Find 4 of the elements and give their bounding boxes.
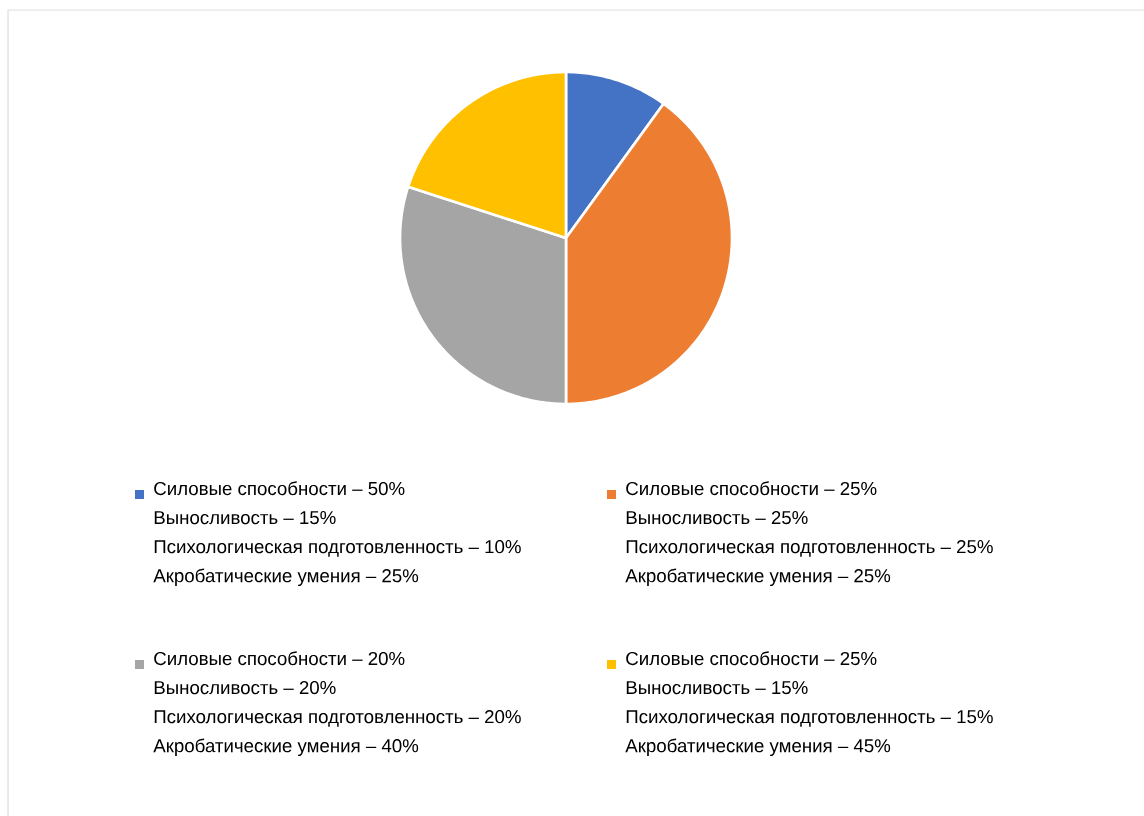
- legend-label: Силовые способности – 50% Выносливость – 15% Психологическая подготовленность – 10% Акробатические умения – 25%: [153, 481, 521, 587]
- legend-label: Силовые способности – 25% Выносливость – 25% Психологическая подготовленность – 25% Акробатические умения – 25%: [625, 481, 993, 587]
- legend-label: Силовые способности – 25% Выносливость – 15% Психологическая подготовленность – 15% Акробатические умения – 45%: [625, 651, 993, 757]
- legend-label: Силовые способности – 20% Выносливость – 20% Психологическая подготовленность – 20% Акробатические умения – 40%: [153, 651, 521, 757]
